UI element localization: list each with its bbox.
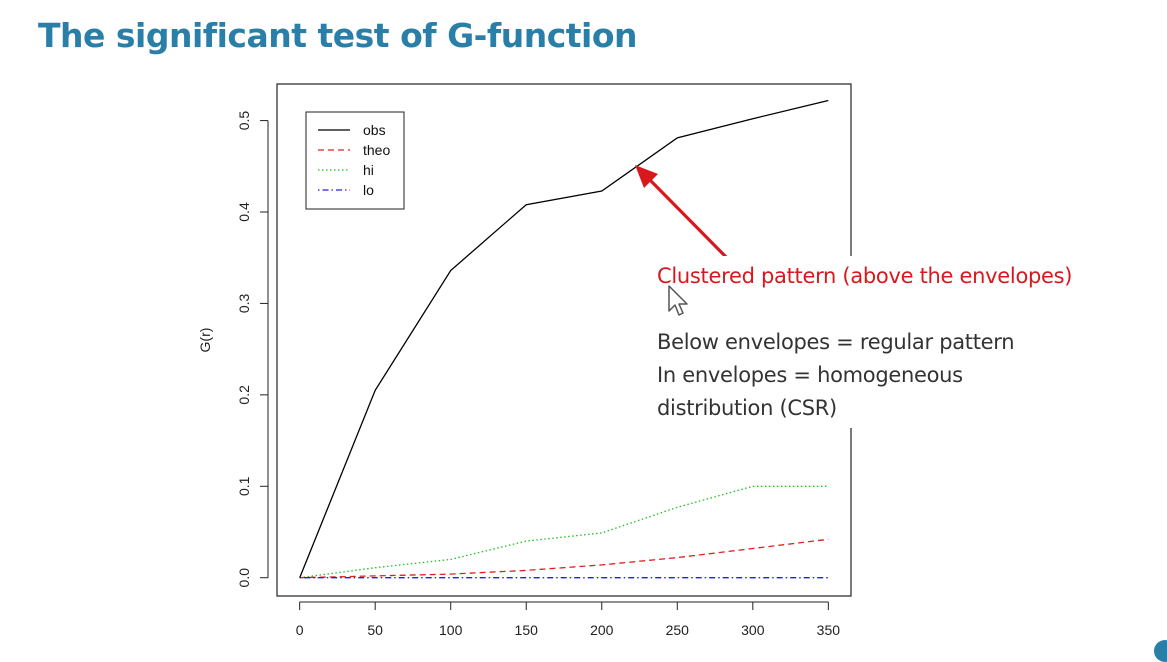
x-tick-label: 250: [666, 622, 690, 638]
x-tick-label: 0: [296, 622, 304, 638]
x-tick-label: 100: [439, 622, 463, 638]
legend-label-hi: hi: [363, 162, 374, 178]
slide-title: The significant test of G-function: [38, 16, 638, 55]
clustered-callout: Clustered pattern (above the envelopes): [657, 264, 1073, 288]
note-homogeneous: In envelopes = homogeneous: [657, 363, 963, 387]
red-arrow-shaft: [647, 177, 729, 260]
y-tick-label: 0.2: [236, 385, 252, 405]
x-tick-label: 300: [741, 622, 765, 638]
y-tick-label: 0.0: [236, 568, 252, 588]
x-tick-label: 150: [515, 622, 539, 638]
y-tick-label: 0.4: [236, 202, 252, 222]
x-tick-label: 50: [367, 622, 383, 638]
series-line-theo: [299, 538, 829, 579]
note-regular-pattern: Below envelopes = regular pattern: [657, 330, 1015, 354]
red-arrow-head: [635, 165, 658, 188]
red-arrow-icon: [635, 165, 729, 260]
y-axis-label: G(r): [197, 328, 213, 353]
y-tick-label: 0.3: [236, 293, 252, 313]
legend-label-lo: lo: [363, 182, 374, 198]
y-tick-label: 0.1: [236, 476, 252, 496]
x-tick-label: 350: [817, 622, 841, 638]
corner-indicator: [1154, 640, 1167, 662]
legend-label-obs: obs: [363, 122, 386, 138]
legend-label-theo: theo: [363, 142, 390, 158]
series-line-obs: [299, 99, 829, 578]
x-tick-label: 200: [590, 622, 614, 638]
annotation-background: [650, 256, 1167, 428]
y-tick-label: 0.5: [236, 111, 252, 131]
note-csr: distribution (CSR): [657, 396, 837, 420]
series-line-hi: [299, 485, 829, 579]
legend-box: [305, 111, 405, 210]
mouse-cursor-icon: [668, 285, 688, 316]
